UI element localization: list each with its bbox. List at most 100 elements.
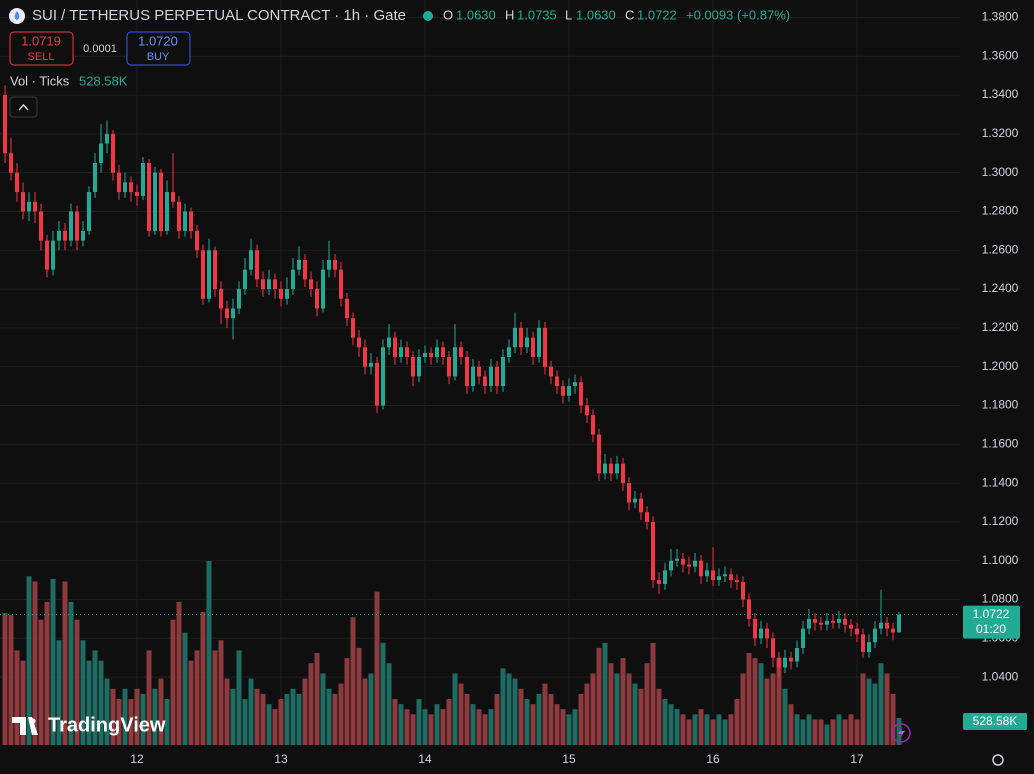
volume-bar xyxy=(680,714,686,745)
alert-icon-bolt[interactable] xyxy=(898,727,905,739)
candle-body xyxy=(255,250,259,280)
indicator-name: Vol · Ticks xyxy=(10,73,70,88)
candle-body xyxy=(207,250,211,299)
candle-body xyxy=(81,230,85,241)
y-tick-label: 1.0800 xyxy=(982,592,1019,606)
volume-bar xyxy=(632,683,638,745)
alert-icon[interactable] xyxy=(891,723,911,743)
sell-label[interactable]: SELL xyxy=(28,51,55,63)
volume-bar xyxy=(128,699,134,745)
volume-bar xyxy=(284,693,290,745)
candle-body xyxy=(309,279,313,290)
buy-price[interactable]: 1.0720 xyxy=(138,33,178,48)
volume-bar xyxy=(350,617,356,745)
volume-bar xyxy=(446,699,452,745)
y-tick-label: 1.2000 xyxy=(982,359,1019,373)
volume-bar xyxy=(872,683,878,745)
volume-bar xyxy=(326,688,332,745)
collapse-button[interactable] xyxy=(9,96,38,118)
volume-bar xyxy=(776,658,782,745)
volume-bar xyxy=(356,647,362,745)
volume-bar xyxy=(230,688,236,745)
volume-bar xyxy=(434,704,440,745)
candle-body xyxy=(15,172,19,193)
settings-icon[interactable] xyxy=(992,754,1004,766)
candle-body xyxy=(285,289,289,299)
volume-bar xyxy=(266,704,272,745)
volume-bar xyxy=(170,619,176,745)
volume-bar xyxy=(854,719,860,745)
sell-button[interactable]: 1.0719 SELL xyxy=(9,31,74,66)
candle-body xyxy=(177,201,181,231)
candle-body xyxy=(579,382,583,406)
candle-body xyxy=(489,366,493,387)
candle-body xyxy=(735,580,739,583)
volume-bar xyxy=(398,704,404,745)
candle-body xyxy=(771,638,775,658)
candle-body xyxy=(315,289,319,309)
volume-bar xyxy=(716,714,722,745)
buy-button[interactable]: 1.0720 BUY xyxy=(126,31,191,66)
ohlc-key: H xyxy=(505,7,514,22)
volume-bar xyxy=(578,693,584,745)
candle-body xyxy=(711,570,715,581)
volume-bar xyxy=(152,688,158,745)
volume-bar xyxy=(542,683,548,745)
candle-body xyxy=(861,634,865,652)
candle-body xyxy=(603,463,607,474)
ohlc-value: 1.0722 xyxy=(637,7,677,22)
candle-body xyxy=(537,327,541,357)
symbol-logo-drop xyxy=(14,11,20,20)
candle-body xyxy=(483,376,487,387)
countdown-label: 01:20 xyxy=(976,622,1006,636)
volume-bar xyxy=(44,601,50,745)
candle-body xyxy=(105,133,109,144)
ohlc-value: 1.0630 xyxy=(576,7,616,22)
candle-body xyxy=(141,162,145,196)
volume-bar xyxy=(452,673,458,745)
candle-body xyxy=(267,279,271,290)
buy-button-frame[interactable] xyxy=(126,31,191,66)
candle-body xyxy=(783,657,787,668)
candle-body xyxy=(789,657,793,662)
candle-body xyxy=(501,356,505,387)
volume-bar xyxy=(620,658,626,745)
buy-label[interactable]: BUY xyxy=(147,51,170,63)
collapse-frame[interactable] xyxy=(9,96,38,118)
sell-button-frame[interactable] xyxy=(9,31,74,66)
candle-body xyxy=(855,628,859,635)
candle-body xyxy=(363,347,367,367)
candle-body xyxy=(591,415,595,435)
candle-body xyxy=(435,347,439,357)
candle-body xyxy=(303,259,307,280)
y-tick-label: 1.1800 xyxy=(982,398,1019,412)
candle-body xyxy=(705,570,709,577)
candle-body xyxy=(441,347,445,357)
candle-body xyxy=(351,318,355,338)
price-change: +0.0093 (+0.87%) xyxy=(686,7,790,22)
volume-bar xyxy=(314,653,320,745)
volume-bar xyxy=(404,709,410,745)
volume-bar xyxy=(890,693,896,745)
volume-bar xyxy=(812,719,818,745)
candle-body xyxy=(261,279,265,290)
volume-bar xyxy=(800,719,806,745)
candle-body xyxy=(45,240,49,270)
candle-body xyxy=(573,382,577,387)
candle-body xyxy=(369,362,373,367)
candle-body xyxy=(357,337,361,348)
y-tick-label: 1.3600 xyxy=(982,48,1019,62)
ohlc-value: 1.0735 xyxy=(517,7,557,22)
candle-body xyxy=(129,182,133,193)
volume-bar xyxy=(662,699,668,745)
sell-price[interactable]: 1.0719 xyxy=(21,33,61,48)
candle-body xyxy=(75,211,79,241)
volume-bar xyxy=(728,714,734,745)
volume-bar xyxy=(506,673,512,745)
volume-bar xyxy=(830,719,836,745)
collapse-icon[interactable] xyxy=(18,103,29,111)
volume-bar xyxy=(8,615,14,745)
volume-bar xyxy=(344,658,350,745)
candle-body xyxy=(801,628,805,648)
candle-body xyxy=(63,230,67,241)
